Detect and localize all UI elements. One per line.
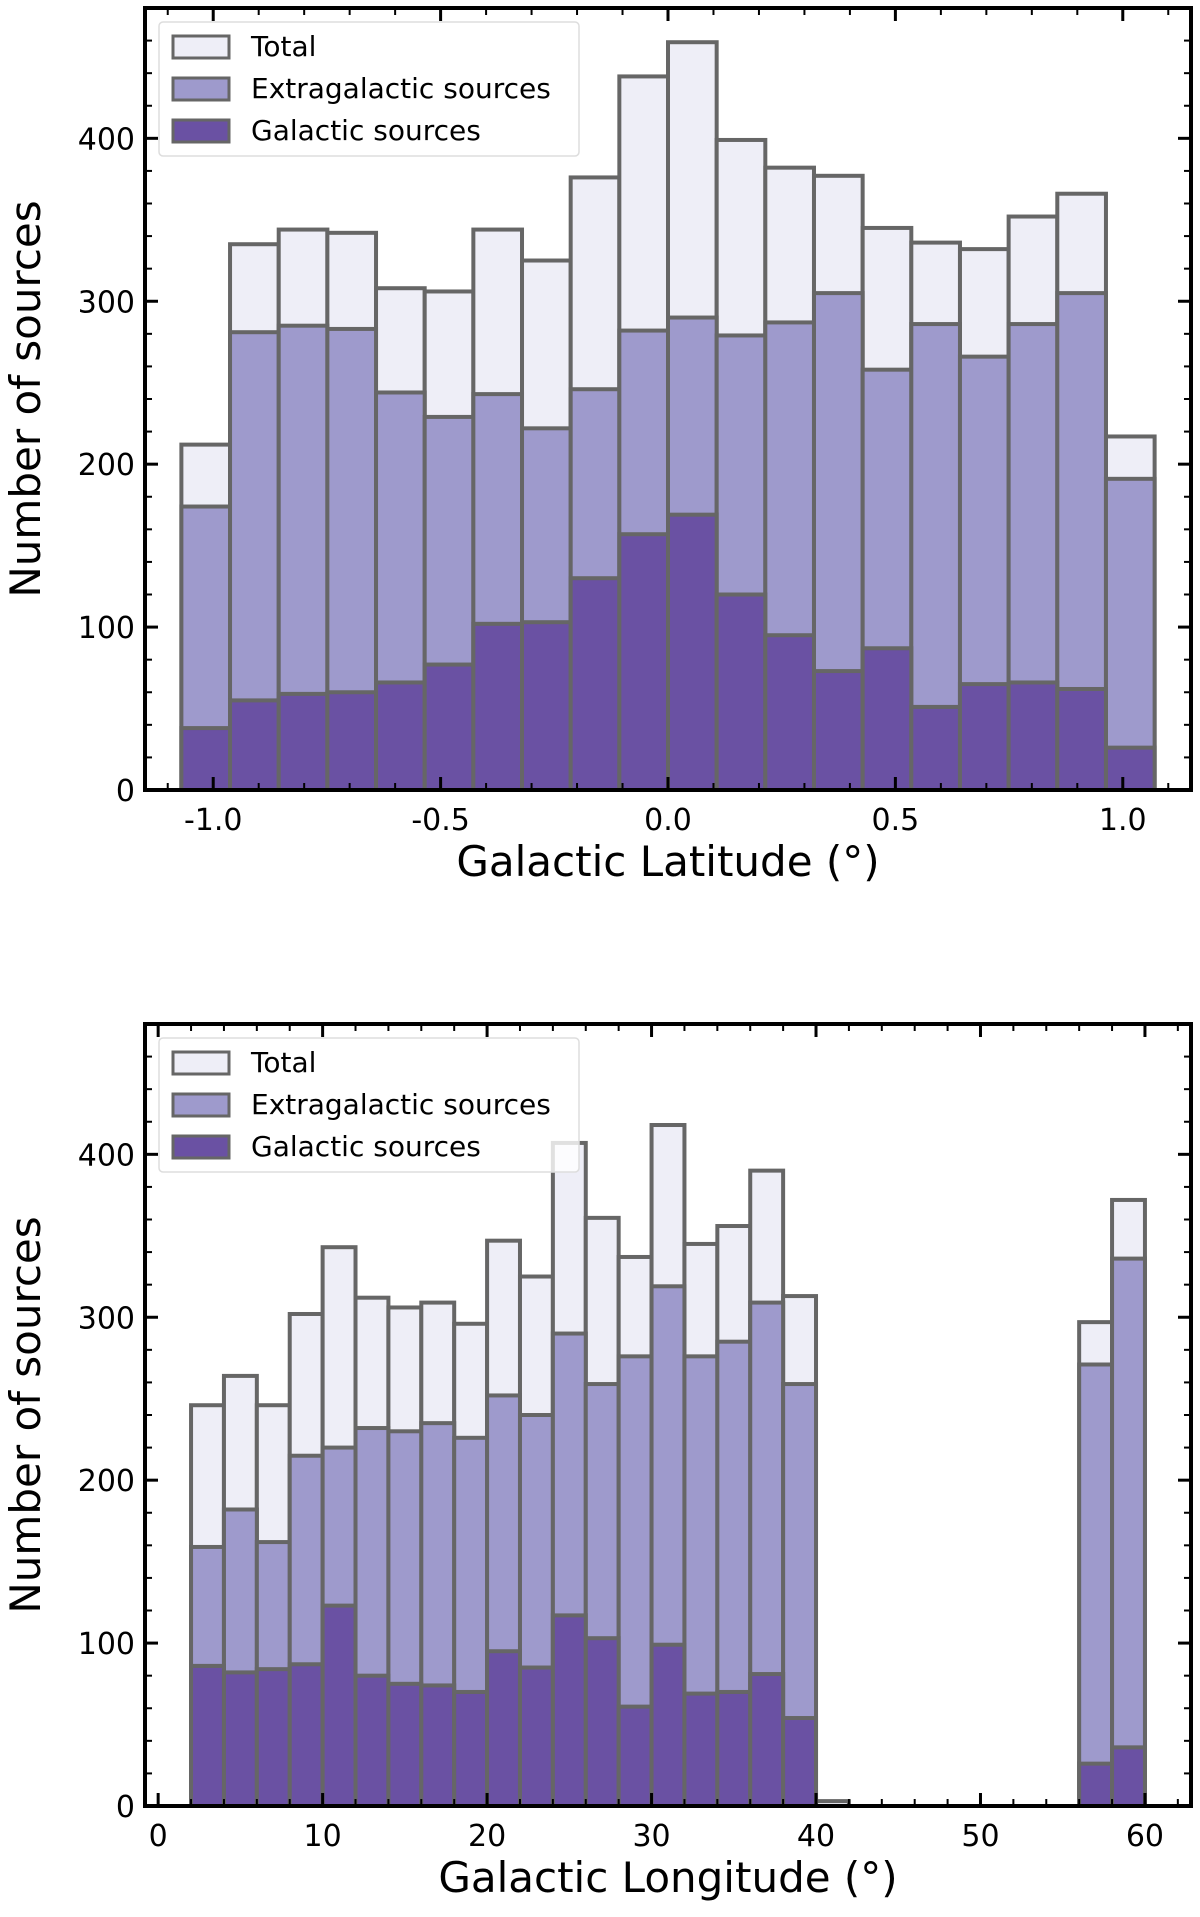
legend-label-extragalactic: Extragalactic sources: [251, 72, 551, 105]
x-axis-title: Galactic Latitude (°): [456, 837, 879, 886]
x-tick-label: 1.0: [1099, 803, 1147, 838]
x-tick-label: 10: [304, 1819, 342, 1854]
legend-label-total: Total: [250, 30, 316, 63]
y-tick-label: 300: [78, 1301, 135, 1336]
x-tick-label: 20: [468, 1819, 506, 1854]
x-tick-label: 40: [797, 1819, 835, 1854]
legend-swatch-total: [171, 1050, 231, 1076]
extragalactic-bar: [1077, 1362, 1115, 1809]
galactic-bar: [957, 682, 1011, 793]
y-tick-label: 400: [78, 122, 135, 157]
galactic-bar: [386, 1681, 424, 1808]
legend-label-galactic: Galactic sources: [251, 114, 481, 147]
y-tick-label: 100: [78, 611, 135, 646]
legend-swatch-extragalactic: [171, 76, 231, 102]
galactic-bar: [452, 1689, 490, 1809]
legend: Total Extragalactic sources Galactic sourc…: [158, 21, 580, 157]
legend-swatch-total: [171, 34, 231, 60]
galactic-bar: [781, 1716, 819, 1809]
legend-label-total: Total: [250, 1046, 316, 1079]
galactic-bar: [1055, 686, 1108, 792]
y-tick-label: 200: [78, 1464, 135, 1499]
galactic-bar: [471, 621, 525, 793]
galactic-bar: [1103, 745, 1157, 792]
galactic-bar: [1006, 680, 1060, 792]
x-axis-title: Galactic Longitude (°): [438, 1853, 897, 1902]
galactic-bar: [325, 690, 379, 792]
y-tick-label: 300: [78, 285, 135, 320]
galactic-series: [189, 1603, 1147, 1809]
extragalactic-bar: [1110, 1256, 1147, 1808]
galactic-bar: [909, 704, 962, 792]
galactic-bar: [616, 1704, 654, 1809]
y-axis-title: Number of sources: [1, 1216, 50, 1613]
legend-label-extragalactic: Extragalactic sources: [251, 1088, 551, 1121]
galactic-bar: [860, 646, 914, 793]
y-axis-title: Number of sources: [1, 200, 50, 597]
galactic-bar: [276, 691, 330, 792]
extragalactic-bar: [1103, 476, 1157, 792]
galactic-bar: [763, 633, 816, 793]
galactic-bar: [568, 576, 622, 792]
x-tick-label: 0: [149, 1819, 168, 1854]
galactic-bar: [374, 680, 427, 792]
y-tick-label: 200: [78, 448, 135, 483]
galactic-bar: [1077, 1761, 1115, 1809]
galactic-bar: [682, 1691, 720, 1809]
x-tick-label: 50: [961, 1819, 999, 1854]
y-tick-label: 0: [116, 1790, 135, 1825]
x-tick-label: 30: [632, 1819, 670, 1854]
galactic-bar: [287, 1662, 325, 1808]
longitude-histogram: 0 10 20 30 40 50 60 0 100 200 300 400 Galactic Longi…: [1, 1022, 1193, 1902]
galactic-bar: [666, 512, 719, 792]
legend-box: [158, 21, 580, 157]
galactic-bar: [422, 662, 476, 792]
galactic-bar: [583, 1636, 621, 1808]
x-tick-label: -1.0: [184, 803, 243, 838]
galactic-bar: [320, 1603, 358, 1809]
legend-box: [158, 1037, 580, 1173]
legend-swatch-galactic: [171, 118, 231, 144]
galactic-series: [179, 512, 1157, 793]
galactic-bar: [520, 620, 573, 793]
galactic-bar: [254, 1667, 292, 1809]
x-tick-label: 0.0: [644, 803, 692, 838]
ticks: -1.0 -0.5 0.0 0.5 1.0 0 100 200 300 400: [78, 7, 1191, 838]
legend-swatch-extragalactic: [171, 1092, 231, 1118]
galactic-bar: [649, 1642, 687, 1809]
y-tick-label: 400: [78, 1138, 135, 1173]
galactic-bar: [228, 698, 281, 792]
galactic-bar: [617, 532, 670, 792]
galactic-bar: [419, 1683, 457, 1808]
galactic-bar: [517, 1665, 555, 1809]
y-tick-label: 0: [116, 774, 135, 809]
x-tick-label: 0.5: [872, 803, 920, 838]
galactic-bar: [353, 1673, 391, 1808]
galactic-bar: [179, 726, 233, 793]
x-tick-label: 60: [1126, 1819, 1164, 1854]
ticks: 0 10 20 30 40 50 60 0 100 200 300 400: [78, 1023, 1191, 1854]
legend-swatch-galactic: [171, 1134, 231, 1160]
galactic-bar: [748, 1672, 786, 1808]
legend-label-galactic: Galactic sources: [251, 1130, 481, 1163]
galactic-bar: [485, 1649, 522, 1808]
galactic-bar: [715, 1689, 753, 1809]
galactic-bar: [189, 1663, 226, 1809]
galactic-bar: [1110, 1745, 1147, 1808]
x-tick-label: -0.5: [411, 803, 470, 838]
galactic-bar: [714, 592, 768, 792]
galactic-bar: [221, 1670, 259, 1808]
legend: Total Extragalactic sources Galactic sourc…: [158, 1037, 580, 1173]
latitude-histogram: -1.0 -0.5 0.0 0.5 1.0 0 100 200 300 400 Galactic L…: [1, 6, 1193, 886]
galactic-bar: [550, 1613, 588, 1808]
y-tick-label: 100: [78, 1627, 135, 1662]
galactic-bar: [811, 669, 865, 793]
